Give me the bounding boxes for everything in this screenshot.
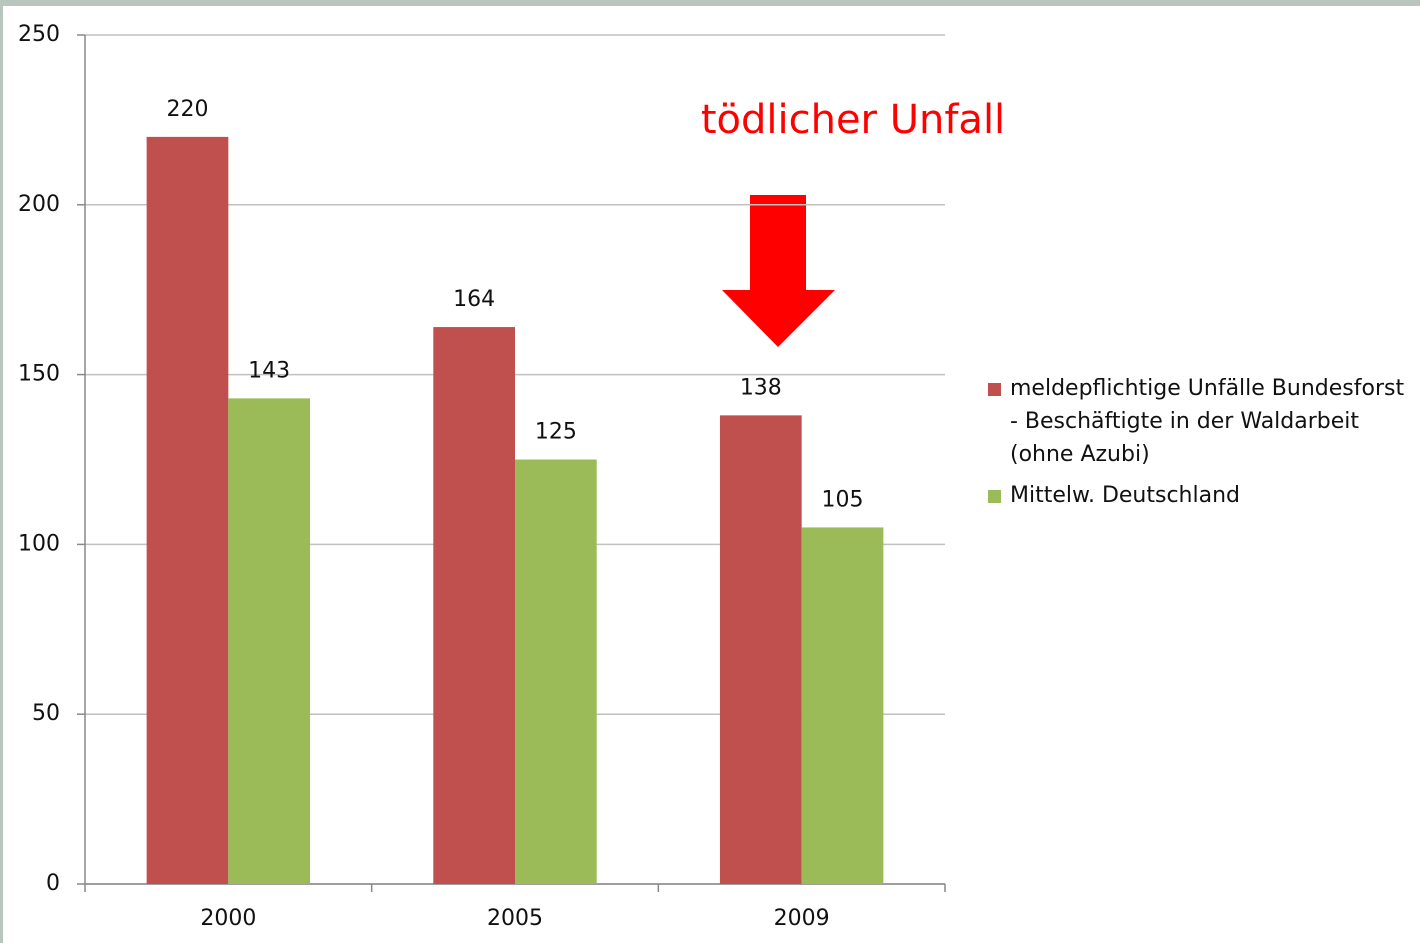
bar — [433, 327, 515, 884]
data-label: 138 — [740, 375, 782, 400]
bar — [228, 398, 311, 884]
bar — [146, 136, 229, 884]
legend-swatch — [988, 490, 1001, 503]
x-tick-label: 2000 — [200, 906, 256, 931]
data-label: 125 — [535, 420, 577, 445]
x-tick-label: 2005 — [487, 906, 543, 931]
legend-label: meldepflichtige Unfälle Bundesforst - Be… — [1010, 376, 1405, 467]
legend-label: Mittelw. Deutschland — [1010, 483, 1241, 508]
y-tick-label: 250 — [18, 22, 60, 47]
y-tick-label: 50 — [32, 701, 60, 726]
y-tick-label: 0 — [46, 871, 60, 896]
legend-entry: meldepflichtige Unfälle Bundesforst - Be… — [988, 372, 1413, 471]
legend-entry: Mittelw. Deutschland — [988, 479, 1413, 512]
annotation: tödlicher Unfall — [701, 97, 1005, 143]
arrow — [722, 195, 835, 347]
y-tick-label: 200 — [18, 192, 60, 217]
data-label: 105 — [822, 487, 864, 512]
legend: meldepflichtige Unfälle Bundesforst - Be… — [988, 372, 1413, 520]
frame-top — [0, 0, 1420, 6]
x-tick-label: 2009 — [774, 906, 830, 931]
legend-swatch — [988, 383, 1001, 396]
bar — [515, 459, 597, 884]
frame-left — [0, 0, 3, 943]
data-label: 143 — [248, 358, 290, 383]
bar — [801, 527, 884, 884]
bar — [719, 415, 802, 884]
y-tick-label: 150 — [18, 362, 60, 387]
y-tick-label: 100 — [18, 531, 60, 556]
data-label: 220 — [166, 97, 208, 122]
data-label: 164 — [453, 287, 495, 312]
